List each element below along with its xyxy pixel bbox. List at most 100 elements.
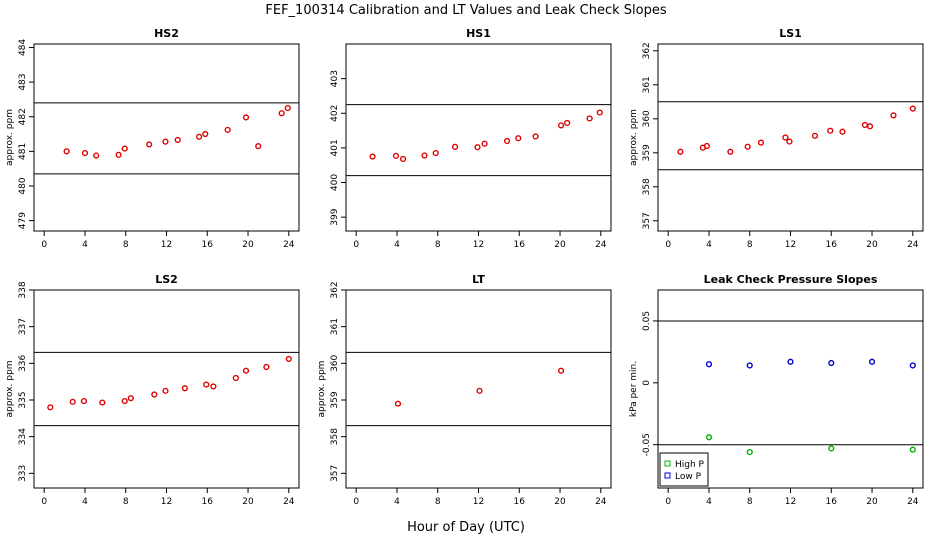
plot-frame: [33, 43, 300, 232]
panel-3: LS1 0 4 8 12 16 20 24 357 358 359 360 361 362 approx. …: [629, 27, 924, 250]
data-point: [93, 152, 100, 159]
x-tick-label: 12: [785, 240, 796, 250]
x-tick-label: 0: [41, 497, 47, 507]
data-point: [210, 383, 217, 390]
plot-frame: [345, 43, 612, 232]
y-tick-label: 338: [18, 281, 28, 298]
data-point: [99, 399, 106, 406]
data-point: [202, 130, 209, 138]
x-tick-label: 20: [866, 497, 878, 507]
x-tick-label: 12: [473, 240, 484, 250]
data-point: [866, 123, 874, 130]
panel-title: LS1: [779, 27, 802, 40]
y-axis-label: approx. ppm: [5, 361, 15, 418]
x-tick-label: 12: [161, 240, 172, 250]
data-point: [162, 387, 169, 394]
y-tick-label: 399: [330, 208, 340, 225]
data-point: [174, 136, 181, 144]
data-point: [451, 143, 459, 150]
data-point: [596, 109, 603, 116]
data-point: [255, 143, 262, 150]
y-tick-label: 403: [330, 70, 340, 87]
data-point: [757, 139, 765, 146]
legend-box: [659, 452, 709, 487]
x-tick-label: 16: [202, 497, 214, 507]
y-axis-label: approx. ppm: [5, 109, 15, 166]
data-point: [909, 362, 916, 369]
y-tick-label: 483: [18, 73, 28, 90]
data-point: [909, 446, 916, 453]
y-tick-label: 0: [642, 380, 652, 386]
x-tick-label: 16: [826, 240, 838, 250]
data-point: [203, 381, 210, 388]
data-point: [532, 133, 539, 140]
x-tick-label: 0: [353, 497, 359, 507]
y-tick-label: 484: [18, 39, 28, 56]
data-point: [181, 385, 188, 392]
data-point: [394, 400, 402, 407]
y-tick-label: 359: [330, 391, 340, 408]
data-point: [827, 127, 834, 134]
data-point: [421, 152, 428, 159]
data-point: [392, 152, 400, 159]
x-tick-label: 12: [473, 497, 484, 507]
data-point: [481, 140, 488, 147]
data-point: [811, 132, 819, 139]
y-tick-label: 358: [330, 428, 340, 445]
panel-title: HS1: [466, 27, 491, 40]
y-tick-label: 359: [642, 144, 652, 161]
x-tick-label: 8: [123, 497, 129, 507]
x-tick-label: 4: [394, 497, 400, 507]
x-tick-label: 8: [123, 240, 129, 250]
x-tick-label: 24: [595, 497, 607, 507]
y-tick-label: 481: [18, 143, 28, 160]
data-point: [242, 367, 250, 374]
data-point: [586, 115, 593, 122]
data-point: [782, 134, 789, 141]
panel-5: LT 0 4 8 12 16 20 24 357 358 359 360 361 362 approx. p…: [317, 273, 612, 507]
data-point: [146, 141, 153, 148]
panel-title: Leak Check Pressure Slopes: [704, 273, 878, 286]
y-axis-label: approx. ppm: [629, 109, 639, 166]
data-point: [746, 449, 753, 456]
y-tick-label: 358: [642, 178, 652, 195]
data-point: [263, 363, 270, 371]
data-point: [224, 126, 231, 133]
x-tick-label: 20: [242, 497, 254, 507]
data-point: [703, 142, 711, 150]
y-tick-label: 362: [642, 42, 652, 59]
x-tick-label: 16: [514, 240, 526, 250]
x-tick-label: 8: [747, 497, 753, 507]
data-point: [81, 149, 89, 157]
data-point: [557, 122, 565, 129]
y-axis-label: kPa per min.: [629, 361, 639, 417]
panel-title: LS2: [155, 273, 178, 286]
panel-6: Leak Check Pressure Slopes 0 4 8 12 16 20 24 -0.…: [629, 273, 924, 507]
data-point: [705, 361, 713, 368]
data-point: [432, 149, 439, 157]
legend-swatch: [664, 460, 671, 467]
data-point: [232, 374, 239, 382]
y-tick-label: 401: [330, 139, 340, 156]
panel-4: LS2 0 4 8 12 16 20 24 333 334 335 336 337 338 approx. …: [5, 273, 300, 507]
panel-2: HS1 0 4 8 12 16 20 24 399 400 401 402 403: [330, 27, 612, 250]
x-tick-label: 4: [706, 240, 712, 250]
y-tick-label: 360: [330, 354, 340, 371]
data-point: [515, 135, 522, 142]
y-tick-label: -0.05: [642, 433, 652, 456]
data-point: [705, 434, 713, 441]
plot-frame: [657, 43, 924, 232]
x-tick-label: 24: [907, 497, 919, 507]
y-tick-label: 361: [642, 76, 652, 93]
legend-label: Low P: [675, 472, 702, 482]
x-axis-label: Hour of Day (UTC): [407, 520, 525, 535]
x-tick-label: 20: [866, 240, 878, 250]
x-tick-label: 16: [514, 497, 526, 507]
y-tick-label: 335: [18, 391, 28, 408]
y-tick-label: 357: [330, 465, 340, 482]
legend-swatch: [664, 472, 671, 479]
data-point: [278, 110, 285, 117]
data-point: [115, 151, 122, 158]
x-tick-label: 24: [595, 240, 607, 250]
data-point: [677, 148, 684, 155]
